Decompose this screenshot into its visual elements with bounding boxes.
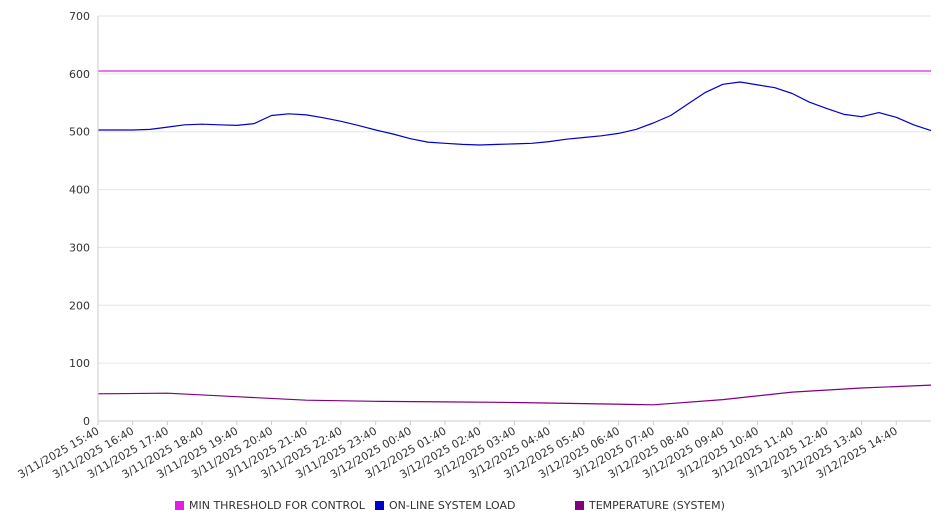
legend-swatch-system-load bbox=[375, 501, 384, 510]
legend-swatch-min-threshold bbox=[175, 501, 184, 510]
legend: MIN THRESHOLD FOR CONTROL ON-LINE SYSTEM… bbox=[0, 499, 946, 513]
series-lines bbox=[97, 70, 932, 406]
legend-item-system-load[interactable]: ON-LINE SYSTEM LOAD bbox=[375, 499, 515, 512]
x-tick-labels: 3/11/2025 15:403/11/2025 16:403/11/2025 … bbox=[16, 424, 900, 481]
legend-label-min-threshold: MIN THRESHOLD FOR CONTROL bbox=[189, 499, 365, 512]
legend-label-temperature: TEMPERATURE (SYSTEM) bbox=[589, 499, 725, 512]
legend-item-min-threshold[interactable]: MIN THRESHOLD FOR CONTROL bbox=[175, 499, 365, 512]
y-tick-label: 700 bbox=[69, 10, 90, 23]
legend-swatch-temperature bbox=[575, 501, 584, 510]
y-tick-label: 100 bbox=[69, 357, 90, 370]
gridlines bbox=[98, 15, 931, 364]
series-temperature-line bbox=[97, 384, 932, 406]
y-tick-label: 200 bbox=[69, 299, 90, 312]
y-tick-label: 0 bbox=[83, 415, 90, 428]
legend-label-system-load: ON-LINE SYSTEM LOAD bbox=[389, 499, 516, 512]
series-system-load-line bbox=[98, 81, 932, 146]
y-tick-label: 500 bbox=[69, 126, 90, 139]
y-tick-labels: 0 100 200 300 400 500 600 700 bbox=[69, 10, 90, 428]
axes bbox=[97, 16, 931, 425]
y-tick-label: 600 bbox=[69, 68, 90, 81]
legend-item-temperature[interactable]: TEMPERATURE (SYSTEM) bbox=[575, 499, 725, 512]
y-tick-label: 400 bbox=[69, 184, 90, 197]
y-tick-label: 300 bbox=[69, 241, 90, 254]
